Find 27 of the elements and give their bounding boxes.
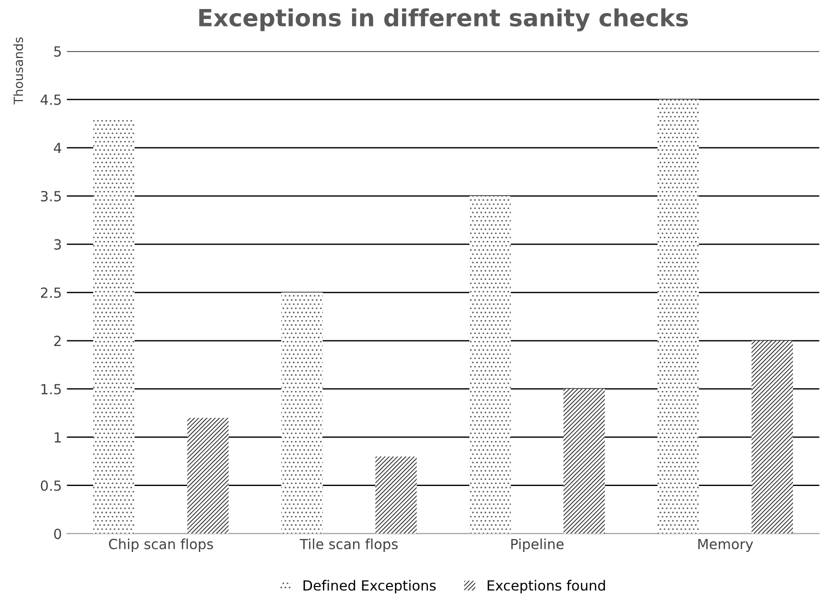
- y-tick-label: 0: [54, 528, 62, 540]
- y-tick-label: 3.5: [40, 190, 61, 202]
- bar: [375, 456, 417, 534]
- legend-label: Exceptions found: [488, 580, 605, 594]
- y-tick-label: 2: [54, 336, 61, 346]
- y-tick-label: 3: [54, 239, 61, 250]
- bar: [93, 118, 135, 534]
- y-tick-label: 0.5: [40, 480, 61, 491]
- x-tick-label: Chip scan flops: [108, 538, 213, 552]
- y-tick-label: 4: [54, 142, 62, 154]
- x-tick-label: Memory: [698, 538, 754, 552]
- legend-label: Defined Exceptions: [304, 580, 436, 594]
- y-tick-label: 1: [54, 432, 61, 442]
- x-tick-label: Tile scan flops: [300, 538, 398, 552]
- y-tick-label: 2.5: [40, 287, 61, 298]
- x-tick-label: Pipeline: [511, 538, 564, 552]
- bar: [752, 340, 793, 534]
- y-axis-title: Thousands: [13, 37, 24, 104]
- bar: [469, 196, 511, 534]
- bar: [281, 292, 323, 534]
- y-tick-label: 1.5: [41, 384, 61, 394]
- y-tick-label: 4.5: [40, 94, 61, 105]
- chart-title: Exceptions in different sanity checks: [199, 8, 688, 32]
- bar: [187, 418, 229, 534]
- bar: [658, 99, 699, 534]
- bar: [563, 388, 605, 534]
- y-tick-label: 5: [54, 46, 61, 57]
